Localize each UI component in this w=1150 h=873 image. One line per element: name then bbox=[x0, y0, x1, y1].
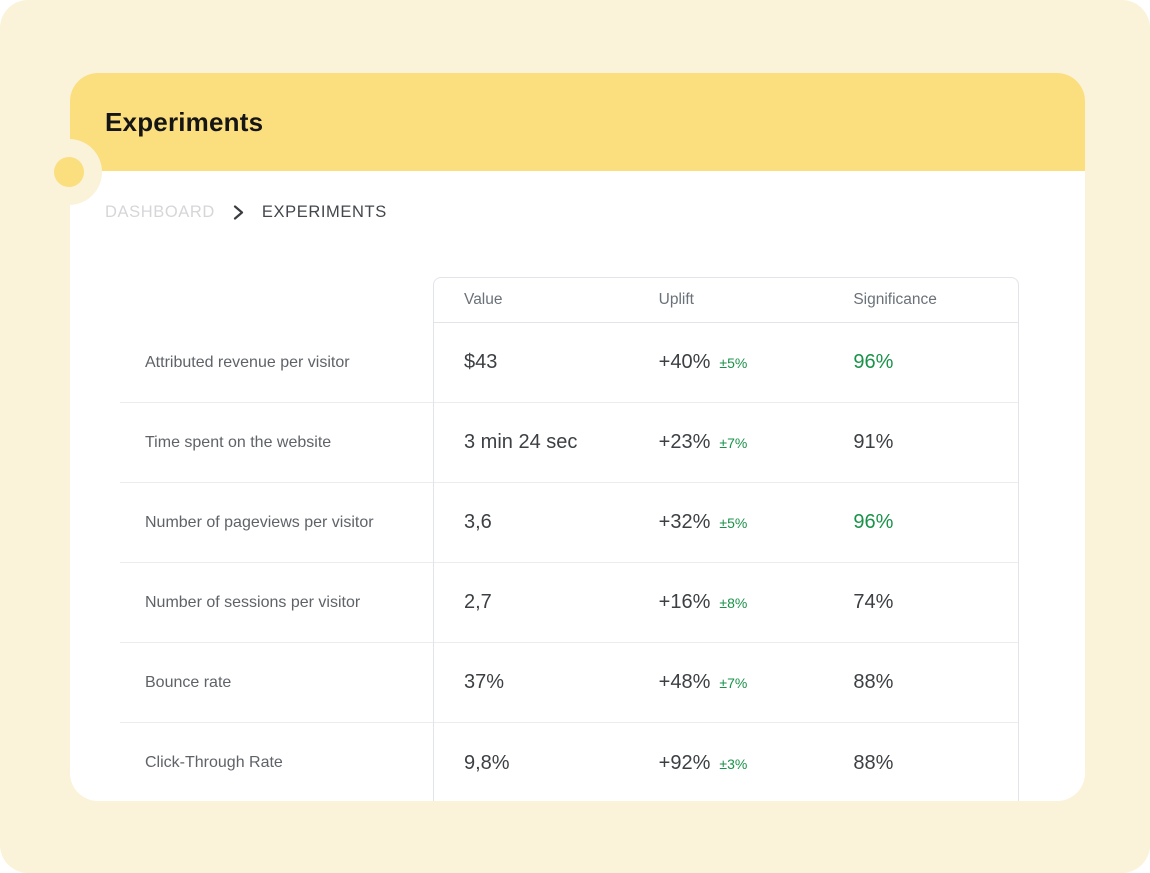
metric-label: Time spent on the website bbox=[145, 433, 332, 451]
uplift-error-margin: ±5% bbox=[719, 515, 748, 531]
metric-labels-column: Attributed revenue per visitor Time spen… bbox=[120, 323, 433, 801]
value-cell: 2,7 bbox=[434, 591, 629, 614]
uplift-error-margin: ±3% bbox=[719, 755, 748, 772]
significance-value: 88% bbox=[853, 751, 894, 774]
column-header-uplift: Uplift bbox=[658, 291, 694, 308]
significance-cell: 91% bbox=[823, 431, 1018, 454]
value-cell: 3,6 bbox=[434, 511, 629, 534]
metric-label: Click-Through Rate bbox=[145, 754, 283, 771]
column-header-significance: Significance bbox=[853, 291, 937, 308]
table-row: 9,8% +92% ±3% 88% bbox=[434, 723, 1018, 801]
metric-value: 9,8% bbox=[464, 751, 510, 774]
metric-value: 3,6 bbox=[464, 511, 492, 533]
value-cell: 37% bbox=[434, 671, 629, 694]
uplift-value: +40% bbox=[658, 351, 711, 373]
uplift-value: +23% bbox=[658, 431, 711, 453]
metric-label-row: Click-Through Rate bbox=[120, 723, 433, 801]
significance-value: 88% bbox=[853, 671, 894, 693]
metric-value: 2,7 bbox=[464, 591, 492, 613]
metric-value: 3 min 24 sec bbox=[464, 431, 578, 453]
page-title: Experiments bbox=[105, 106, 264, 137]
table-row: 3 min 24 sec +23% ±7% 91% bbox=[434, 403, 1018, 483]
table-body: $43 +40% ±5% 96% 3 min 24 sec bbox=[434, 323, 1018, 801]
uplift-value: +32% bbox=[658, 511, 711, 533]
breadcrumb: DASHBOARD EXPERIMENTS bbox=[105, 203, 387, 222]
card-header: Experiments bbox=[70, 73, 1085, 171]
metric-label-row: Attributed revenue per visitor bbox=[120, 323, 433, 403]
uplift-cell: +92% ±3% bbox=[629, 752, 824, 775]
uplift-cell: +40% ±5% bbox=[629, 351, 824, 374]
uplift-error-margin: ±7% bbox=[719, 675, 748, 691]
chevron-right-icon bbox=[232, 205, 245, 220]
uplift-value: +16% bbox=[658, 591, 711, 613]
column-header-value: Value bbox=[464, 291, 503, 308]
metric-label-row: Number of sessions per visitor bbox=[120, 563, 433, 643]
results-table: Value Uplift Significance $43 +40% ±5% 9… bbox=[433, 277, 1019, 801]
uplift-cell: +32% ±5% bbox=[629, 511, 824, 534]
uplift-error-margin: ±5% bbox=[719, 355, 748, 371]
breadcrumb-experiments-current: EXPERIMENTS bbox=[261, 203, 387, 221]
yellow-dot-decoration bbox=[54, 157, 84, 187]
significance-value: 91% bbox=[853, 431, 894, 453]
significance-cell: 88% bbox=[823, 752, 1018, 775]
significance-cell: 96% bbox=[823, 351, 1018, 374]
metric-label: Attributed revenue per visitor bbox=[145, 353, 350, 371]
significance-cell: 88% bbox=[823, 671, 1018, 694]
significance-value: 74% bbox=[853, 591, 894, 613]
metric-value: 37% bbox=[464, 671, 505, 693]
significance-cell: 74% bbox=[823, 591, 1018, 614]
uplift-value: +92% bbox=[658, 751, 711, 774]
value-cell: 3 min 24 sec bbox=[434, 431, 629, 454]
table-row: 2,7 +16% ±8% 74% bbox=[434, 563, 1018, 643]
table-header-row: Value Uplift Significance bbox=[434, 278, 1018, 323]
uplift-cell: +23% ±7% bbox=[629, 431, 824, 454]
value-cell: 9,8% bbox=[434, 752, 629, 775]
uplift-cell: +16% ±8% bbox=[629, 591, 824, 614]
significance-value: 96% bbox=[853, 511, 894, 533]
metric-label-row: Number of pageviews per visitor bbox=[120, 483, 433, 563]
uplift-error-margin: ±8% bbox=[719, 595, 748, 611]
metric-value: $43 bbox=[464, 351, 498, 373]
table-row: $43 +40% ±5% 96% bbox=[434, 323, 1018, 403]
experiments-card: Experiments DASHBOARD EXPERIMENTS Attrib… bbox=[70, 73, 1085, 801]
metric-label-row: Time spent on the website bbox=[120, 403, 433, 483]
uplift-error-margin: ±7% bbox=[719, 435, 748, 451]
metric-label: Bounce rate bbox=[145, 673, 232, 691]
metric-label: Number of sessions per visitor bbox=[145, 593, 361, 611]
uplift-value: +48% bbox=[658, 671, 711, 693]
breadcrumb-dashboard-link[interactable]: DASHBOARD bbox=[105, 203, 215, 221]
significance-value: 96% bbox=[853, 351, 894, 373]
table-row: 37% +48% ±7% 88% bbox=[434, 643, 1018, 723]
value-cell: $43 bbox=[434, 351, 629, 374]
significance-cell: 96% bbox=[823, 511, 1018, 534]
metric-label-row: Bounce rate bbox=[120, 643, 433, 723]
table-row: 3,6 +32% ±5% 96% bbox=[434, 483, 1018, 563]
uplift-cell: +48% ±7% bbox=[629, 671, 824, 694]
metric-label: Number of pageviews per visitor bbox=[145, 513, 374, 531]
